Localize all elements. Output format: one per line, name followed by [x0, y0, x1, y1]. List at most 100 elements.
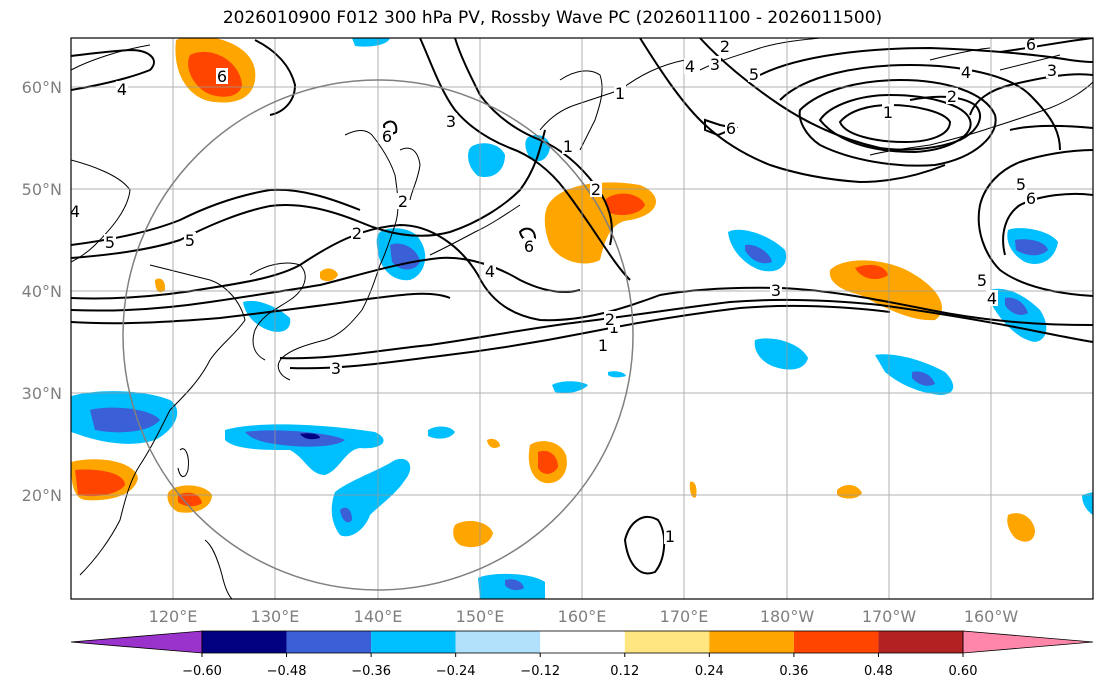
- contour-label: 4: [485, 262, 495, 281]
- colorbar-label: −0.24: [436, 664, 476, 679]
- colorbar-label: −0.12: [520, 664, 560, 679]
- contour-label-bg: [590, 181, 602, 197]
- contour-label-bg: [523, 238, 535, 254]
- contour-label: 2: [591, 180, 601, 199]
- contour-label: 6: [726, 119, 736, 138]
- lat-label: 30°N: [22, 384, 62, 403]
- colorbar-label: −0.36: [351, 664, 391, 679]
- colorbar-label: 0.48: [864, 664, 893, 679]
- colorbar-segment: [793, 631, 879, 653]
- colorbar-segment: [202, 631, 287, 653]
- contour-label: 5: [977, 271, 987, 290]
- contour-label: 3: [710, 55, 720, 74]
- contour-label: 3: [1047, 61, 1057, 80]
- positive-anomaly-shading: [71, 38, 1035, 548]
- lon-label: 120°E: [149, 607, 198, 626]
- lat-label: 20°N: [22, 486, 62, 505]
- contour-label-bg: [770, 282, 782, 298]
- colorbar-segment: [624, 631, 710, 653]
- contour-label: 6: [1026, 189, 1036, 208]
- contour-label-bg: [986, 290, 998, 306]
- lon-label: 130°E: [251, 607, 300, 626]
- contour-label-bg: [104, 234, 116, 250]
- contour-label-bg: [684, 58, 696, 74]
- lat-label: 60°N: [22, 78, 62, 97]
- colorbar-label: 0.12: [610, 664, 639, 679]
- lon-label: 160°W: [964, 607, 1019, 626]
- contour-label: 1: [615, 84, 625, 103]
- contour-label-bg: [330, 360, 342, 376]
- contour-label: 2: [605, 310, 615, 329]
- contour-label: 3: [771, 281, 781, 300]
- colorbar: −0.60 −0.48 −0.36 −0.24 −0.12 0.12 0.24 0.36 0.4…: [70, 630, 1094, 679]
- contour-label: 1: [563, 137, 573, 156]
- contour-label: 5: [105, 233, 115, 252]
- contour-label: 3: [446, 112, 456, 131]
- contour-label-bg: [709, 56, 721, 72]
- contour-label: 6: [1026, 35, 1036, 54]
- pv-contours: [71, 38, 1093, 575]
- colorbar-segment: [371, 631, 456, 653]
- contour-label-bg: [397, 193, 409, 209]
- contour-label-bg: [725, 120, 737, 136]
- contour-label-bg: [882, 104, 894, 120]
- contour-label: 6: [217, 67, 227, 86]
- contour-label-bg: [445, 113, 457, 129]
- contour-label: 2: [720, 37, 730, 56]
- longitude-labels: 120°E 130°E 140°E 150°E 160°E 170°E 180°W 170°W…: [149, 607, 1019, 626]
- contour-label-bg: [116, 81, 128, 97]
- colorbar-outline: [201, 630, 964, 654]
- map-title: 2026010900 F012 300 hPa PV, Rossby Wave …: [222, 8, 883, 28]
- colorbar-label: 0.24: [695, 664, 724, 679]
- contour-label: 3: [331, 359, 341, 378]
- contour-label-bg: [976, 272, 988, 288]
- contour-label-bg: [71, 203, 81, 219]
- contour-label: 5: [185, 231, 195, 250]
- contour-label-bg: [216, 68, 228, 84]
- contour-label-bg: [351, 225, 363, 241]
- contour-label-bg: [381, 128, 393, 144]
- lat-label: 40°N: [22, 282, 62, 301]
- contour-label-bg: [1025, 38, 1037, 52]
- contour-label-bg: [184, 232, 196, 248]
- contour-label-bg: [562, 138, 574, 154]
- colorbar-label: 0.36: [779, 664, 808, 679]
- contour-label: 1: [609, 318, 619, 337]
- contour-label: 6: [382, 127, 392, 146]
- contour-label-bg: [960, 64, 972, 80]
- lat-label: 50°N: [22, 180, 62, 199]
- map-frame: [70, 37, 1094, 600]
- colorbar-label: −0.60: [182, 664, 222, 679]
- colorbar-segment: [540, 631, 625, 653]
- contour-label: 4: [117, 80, 127, 99]
- contour-label: 1: [883, 103, 893, 122]
- colorbar-extension-high: [962, 630, 1094, 654]
- radius-circle: [122, 79, 634, 591]
- contour-label: 2: [398, 192, 408, 211]
- negative-anomaly-shading: [71, 38, 1093, 599]
- contour-label: 4: [987, 289, 997, 308]
- contour-label-bg: [614, 85, 626, 101]
- lon-label: 140°E: [354, 607, 403, 626]
- colorbar-label: −0.48: [267, 664, 307, 679]
- latitude-labels: 60°N 50°N 40°N 30°N 20°N: [22, 78, 62, 505]
- contour-label-bg: [748, 66, 760, 82]
- contour-label: 4: [685, 57, 695, 76]
- contour-label: 5: [749, 65, 759, 84]
- colorbar-extension-low: [70, 630, 203, 654]
- contour-label-bg: [1015, 176, 1027, 192]
- lon-label: 150°E: [456, 607, 505, 626]
- lon-label: 170°E: [660, 607, 709, 626]
- contour-label-bg: [1046, 62, 1058, 78]
- contour-label-bg: [1025, 190, 1037, 206]
- lon-label: 160°E: [558, 607, 607, 626]
- contour-label: 5: [1016, 175, 1026, 194]
- contour-label-bg: [597, 337, 609, 353]
- coastlines: [71, 38, 1093, 599]
- contour-label: 4: [70, 202, 80, 221]
- graticule: [71, 38, 1093, 599]
- colorbar-label: 0.60: [949, 664, 978, 679]
- contour-label-bg: [946, 88, 958, 104]
